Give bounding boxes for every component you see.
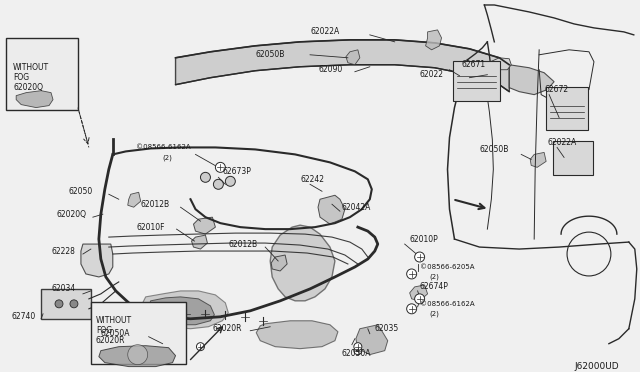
Polygon shape <box>175 40 509 92</box>
Circle shape <box>354 347 362 355</box>
Text: 62672: 62672 <box>544 85 568 94</box>
FancyBboxPatch shape <box>6 38 78 110</box>
Polygon shape <box>128 192 141 207</box>
Text: (2): (2) <box>163 154 172 161</box>
Circle shape <box>415 252 424 262</box>
Text: 62740: 62740 <box>11 312 35 321</box>
FancyBboxPatch shape <box>454 61 500 100</box>
Text: ©08566-6205A: ©08566-6205A <box>420 264 474 270</box>
Text: J62000UD: J62000UD <box>574 362 619 371</box>
Text: 62042A: 62042A <box>342 203 371 212</box>
Text: 62035: 62035 <box>375 324 399 333</box>
Polygon shape <box>490 58 511 70</box>
FancyBboxPatch shape <box>553 141 593 175</box>
Polygon shape <box>193 217 216 234</box>
Text: 62050B: 62050B <box>479 145 509 154</box>
Text: 62090: 62090 <box>318 65 342 74</box>
Text: FOG: FOG <box>96 326 112 335</box>
Text: (2): (2) <box>429 311 440 317</box>
Text: 62228: 62228 <box>51 247 75 256</box>
FancyBboxPatch shape <box>546 87 588 131</box>
Polygon shape <box>356 325 388 355</box>
Circle shape <box>225 176 236 186</box>
Circle shape <box>415 294 424 304</box>
Text: 62012B: 62012B <box>228 240 257 248</box>
Text: 62010F: 62010F <box>137 222 165 232</box>
Circle shape <box>406 304 417 314</box>
Polygon shape <box>41 289 91 319</box>
Text: 62671: 62671 <box>461 60 486 69</box>
Text: 62022A: 62022A <box>310 28 339 36</box>
FancyBboxPatch shape <box>91 302 186 363</box>
Text: 62050B: 62050B <box>255 50 285 59</box>
Polygon shape <box>256 321 338 349</box>
Polygon shape <box>530 153 546 167</box>
Text: (2): (2) <box>429 274 440 280</box>
Polygon shape <box>99 346 175 366</box>
Circle shape <box>128 345 148 365</box>
Polygon shape <box>81 244 113 277</box>
Polygon shape <box>271 255 287 271</box>
Text: WITHOUT: WITHOUT <box>13 63 49 72</box>
Polygon shape <box>143 291 228 329</box>
Text: ©08566-6162A: ©08566-6162A <box>420 301 474 307</box>
Text: 62674P: 62674P <box>420 282 449 291</box>
Polygon shape <box>318 195 345 224</box>
Circle shape <box>213 179 223 189</box>
Text: 62010P: 62010P <box>410 235 438 244</box>
Text: 62673P: 62673P <box>222 167 252 176</box>
Text: FOG: FOG <box>13 73 29 82</box>
Polygon shape <box>509 65 554 94</box>
Circle shape <box>55 300 63 308</box>
Polygon shape <box>426 30 442 50</box>
Text: 62020R: 62020R <box>96 336 125 345</box>
Text: 62242: 62242 <box>300 175 324 184</box>
Text: 62012B: 62012B <box>141 200 170 209</box>
Text: 62022A: 62022A <box>547 138 577 147</box>
Polygon shape <box>191 235 207 249</box>
Text: ©08566-6162A: ©08566-6162A <box>136 144 190 150</box>
Circle shape <box>196 343 204 351</box>
Text: 62050A: 62050A <box>342 349 371 358</box>
Text: 62022: 62022 <box>420 70 444 79</box>
Text: 62034: 62034 <box>51 284 76 294</box>
Polygon shape <box>16 91 53 108</box>
Circle shape <box>354 343 362 351</box>
Polygon shape <box>410 285 428 301</box>
Circle shape <box>70 300 78 308</box>
Text: 62050A: 62050A <box>101 329 131 338</box>
Text: 62020Q: 62020Q <box>56 210 86 219</box>
Text: 62020R: 62020R <box>212 324 242 333</box>
Polygon shape <box>148 297 214 325</box>
Text: 62050: 62050 <box>69 187 93 196</box>
Circle shape <box>200 172 211 182</box>
Text: 62020Q: 62020Q <box>13 83 43 92</box>
Circle shape <box>216 162 225 172</box>
Polygon shape <box>346 50 360 65</box>
Polygon shape <box>270 225 335 301</box>
Circle shape <box>406 269 417 279</box>
Text: WITHOUT: WITHOUT <box>96 316 132 325</box>
